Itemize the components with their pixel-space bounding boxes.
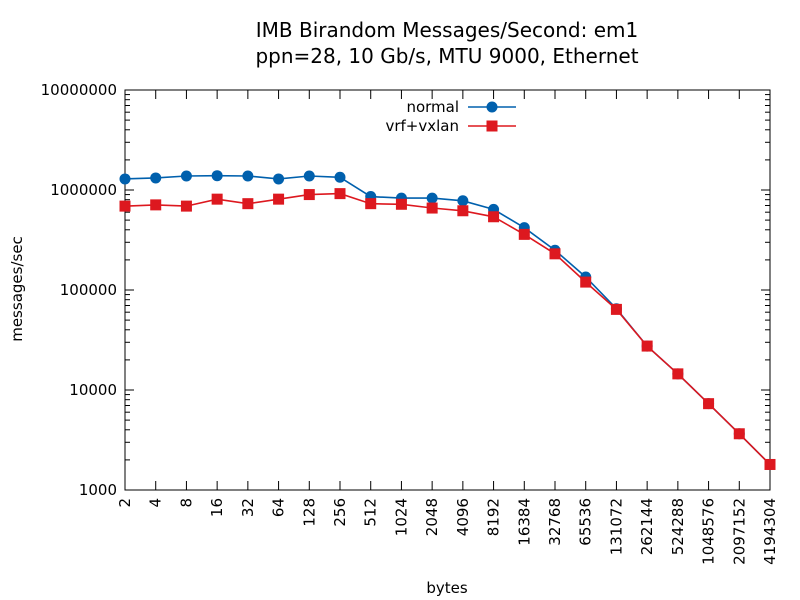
x-tick-label: 2097152 — [730, 498, 748, 565]
legend-label-0: normal — [406, 98, 459, 116]
data-point — [303, 170, 315, 182]
data-point — [457, 205, 469, 217]
data-point — [303, 189, 315, 201]
x-tick-label: 4 — [147, 498, 165, 508]
y-tick-label: 1000000 — [50, 181, 117, 199]
legend-marker-1 — [486, 120, 498, 132]
x-tick-label: 4096 — [454, 498, 472, 536]
x-tick-label: 8192 — [485, 498, 503, 536]
legend-marker-0 — [486, 101, 498, 113]
x-tick-label: 2048 — [423, 498, 441, 536]
data-point — [733, 428, 745, 440]
data-point — [150, 199, 162, 211]
data-point — [672, 368, 684, 380]
data-point — [580, 276, 592, 288]
data-point — [426, 192, 438, 204]
x-tick-label: 32768 — [546, 498, 564, 546]
x-tick-label: 4194304 — [761, 498, 779, 565]
data-point — [180, 170, 192, 182]
data-point — [610, 303, 622, 315]
legend-label-1: vrf+vxlan — [385, 117, 459, 135]
data-point — [242, 198, 254, 210]
data-point — [119, 200, 131, 212]
data-point — [426, 202, 438, 214]
data-point — [488, 211, 500, 223]
chart-title: IMB Birandom Messages/Second: em1 — [256, 18, 638, 42]
x-axis-label: bytes — [426, 579, 468, 597]
x-tick-label: 256 — [331, 498, 349, 527]
y-tick-label: 10000000 — [41, 81, 117, 99]
series-layer — [119, 170, 776, 470]
data-point — [242, 170, 254, 182]
x-tick-label: 16384 — [515, 498, 533, 546]
plot-frame — [124, 89, 771, 491]
data-point — [764, 458, 776, 470]
data-point — [150, 172, 162, 184]
data-point — [395, 198, 407, 210]
data-point — [119, 173, 131, 185]
x-tick-label: 8 — [177, 498, 195, 508]
data-point — [703, 398, 715, 410]
data-point — [457, 195, 469, 207]
x-tick-label: 32 — [239, 498, 257, 517]
chart-subtitle: ppn=28, 10 Gb/s, MTU 9000, Ethernet — [255, 44, 638, 68]
data-point — [334, 188, 346, 200]
series-line-0 — [124, 174, 771, 466]
x-tick-label: 16 — [208, 498, 226, 517]
x-tick-label: 2 — [116, 498, 134, 508]
data-point — [334, 171, 346, 183]
data-point — [365, 198, 377, 210]
y-tick-label: 1000 — [79, 481, 117, 499]
data-point — [211, 170, 223, 182]
data-point — [273, 193, 285, 205]
y-tick-label: 10000 — [69, 381, 117, 399]
y-tick-label: 100000 — [60, 281, 117, 299]
x-tick-label: 1048576 — [700, 498, 718, 565]
x-tick-label: 1024 — [392, 498, 410, 536]
data-point — [273, 173, 285, 185]
x-tick-label: 512 — [362, 498, 380, 527]
data-point — [549, 248, 561, 260]
y-axis-label: messages/sec — [8, 236, 26, 342]
x-tick-label: 64 — [270, 498, 288, 517]
x-tick-label: 65536 — [577, 498, 595, 546]
data-point — [180, 200, 192, 212]
x-tick-label: 131072 — [607, 498, 625, 555]
axes: 1000 10000 100000 1000000 10000000 2 4 8 16 32 64 1… — [41, 81, 779, 565]
data-point — [518, 228, 530, 240]
x-tick-label: 262144 — [638, 498, 656, 555]
x-tick-label: 128 — [300, 498, 318, 527]
series-line-1 — [124, 192, 771, 466]
x-tick-label: 524288 — [669, 498, 687, 555]
data-point — [211, 193, 223, 205]
data-point — [641, 340, 653, 352]
